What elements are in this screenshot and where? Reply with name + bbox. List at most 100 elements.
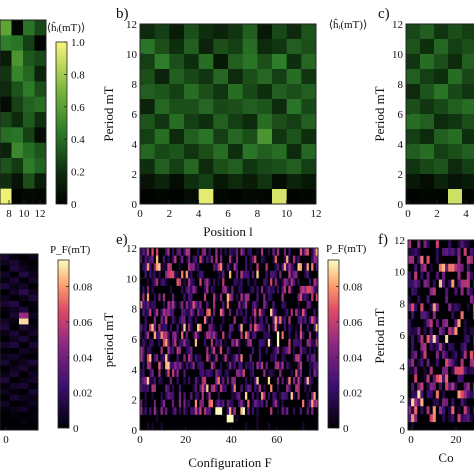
- panel-f-cell: [426, 374, 431, 383]
- panel-e-cell: [210, 248, 214, 256]
- panel-e-cell: [299, 399, 303, 408]
- panel-e-cell: [235, 369, 239, 378]
- panel-d-cell: [28, 342, 39, 349]
- panel-a-cell: [0, 96, 12, 113]
- panel-e-cell: [153, 278, 157, 287]
- panel-a-colorbar-tick-label: 0.4: [71, 134, 85, 146]
- panel-e-cell: [249, 285, 253, 294]
- panel-c-cell: [406, 84, 421, 100]
- panel-e-cell: [208, 414, 212, 423]
- panel-e-cell: [162, 339, 166, 347]
- panel-f-cell: [429, 240, 434, 249]
- panel-f-cell: [469, 374, 474, 383]
- panel-e-cell: [281, 392, 285, 401]
- panel-d-colorbar-tick-label: 0.02: [73, 388, 92, 400]
- panel-e-cell: [192, 263, 196, 272]
- panel-e-cell: [279, 361, 282, 370]
- panel-e-cell: [140, 369, 143, 378]
- panel-f-cell: [426, 319, 431, 328]
- panel-e-cell: [176, 331, 180, 340]
- panel-f-cell: [411, 398, 415, 407]
- panel-e-cell: [171, 414, 175, 423]
- panel-e-cell: [171, 339, 175, 347]
- panel-f-cell: [469, 350, 474, 360]
- panel-e-cell: [203, 263, 207, 272]
- panel-e-cell: [169, 339, 173, 347]
- panel-f-cell: [414, 263, 418, 273]
- panel-f-cell: [438, 295, 443, 304]
- panel-e-cell: [187, 278, 191, 287]
- panel-e-cell: [267, 346, 271, 355]
- panel-e-cell: [219, 308, 223, 317]
- panel-e-cell: [279, 255, 282, 264]
- panel-d-cell: [19, 418, 29, 425]
- panel-e-cell: [149, 376, 152, 385]
- panel-f-cell: [423, 287, 427, 296]
- panel-e-cell: [265, 316, 269, 325]
- panel-e-cell: [306, 346, 310, 355]
- panel-e-cell: [302, 293, 305, 302]
- panel-e-cell: [276, 369, 280, 378]
- panel-e-cell: [162, 248, 166, 256]
- panel-e-cell: [231, 422, 234, 431]
- panel-e-x-tick-label: 40: [226, 434, 238, 446]
- panel-b-cell: [301, 159, 317, 175]
- panel-e-cell: [272, 293, 276, 302]
- panel-e-cell: [265, 248, 269, 256]
- panel-d-cell: [9, 259, 20, 267]
- panel-e-cell: [258, 331, 262, 340]
- panel-d-cell: [28, 259, 39, 267]
- panel-f-cell: [435, 279, 440, 288]
- panel-e-cell: [167, 376, 171, 385]
- panel-d-cell: [19, 336, 29, 343]
- panel-e-cell: [219, 392, 223, 401]
- panel-e-cell: [263, 376, 266, 385]
- panel-e-cell: [169, 331, 173, 340]
- panel-b-cell: [184, 159, 200, 175]
- panel-a-cell: [23, 112, 35, 128]
- panel-e-cell: [276, 278, 280, 287]
- panel-e-cell: [229, 278, 232, 287]
- panel-f-cell: [454, 303, 458, 312]
- panel-e-cell: [149, 384, 152, 393]
- panel-e-cell: [171, 399, 175, 408]
- panel-e-cell: [297, 331, 301, 340]
- panel-b-cell: [272, 174, 288, 190]
- panel-e-cell: [295, 407, 298, 416]
- panel-e-cell: [178, 248, 182, 256]
- panel-e-cell: [274, 369, 278, 378]
- panel-e-cell: [308, 392, 312, 401]
- panel-f-cell: [457, 406, 461, 415]
- panel-b-cell: [257, 69, 273, 85]
- panel-e-cell: [206, 392, 209, 401]
- panel-e-cell: [176, 399, 180, 408]
- panel-e-cell: [229, 392, 232, 401]
- panel-e-cell: [251, 263, 255, 272]
- panel-b-x-tick-label: 0: [137, 208, 143, 220]
- panel-f-cell: [435, 247, 440, 257]
- panel-a-cells: [0, 20, 47, 205]
- panel-f-cell: [460, 358, 465, 368]
- panel-f-cell: [472, 279, 474, 288]
- panel-e-cell: [272, 301, 276, 310]
- panel-f-cell: [438, 422, 443, 431]
- panel-e-cell: [281, 323, 285, 332]
- panel-e-cell: [208, 361, 212, 370]
- panel-e-cell: [267, 323, 271, 332]
- panel-d-cell: [28, 383, 39, 390]
- panel-e-cell: [217, 392, 221, 401]
- panel-f-cell: [411, 335, 415, 344]
- panel-e-cell: [256, 376, 260, 385]
- panel-e-cell: [192, 323, 196, 332]
- panel-b-cell: [272, 24, 288, 40]
- panel-f-cell: [414, 319, 418, 328]
- panel-e-cell: [288, 278, 292, 287]
- panel-e-cell: [302, 399, 305, 408]
- panel-e-cell: [270, 346, 273, 355]
- panel-e-cell: [251, 293, 255, 302]
- panel-e-cell: [304, 422, 307, 431]
- panel-b-cell: [169, 54, 185, 70]
- panel-c-y-tick-label: 0: [398, 199, 404, 211]
- panel-f-cell: [438, 311, 443, 320]
- panel-e-cell: [258, 376, 262, 385]
